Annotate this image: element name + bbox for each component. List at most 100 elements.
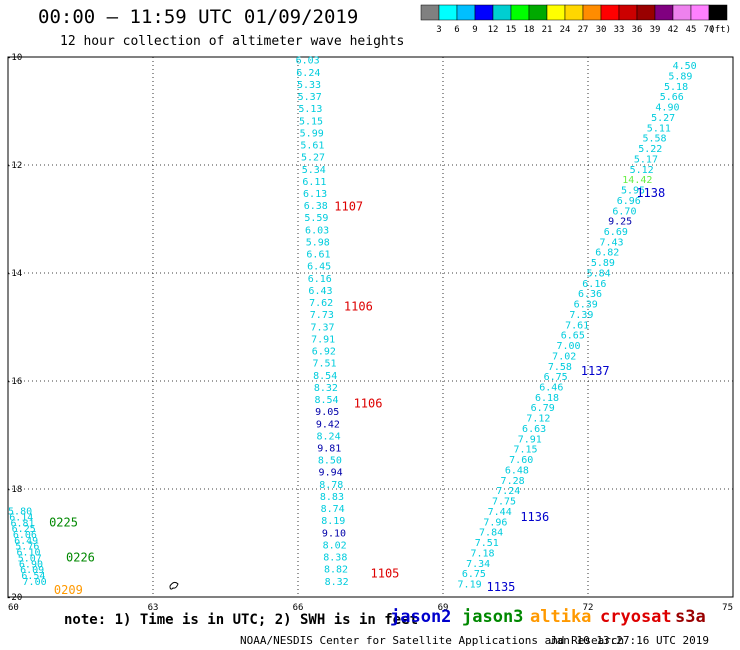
x-tick-label: 69	[438, 603, 449, 613]
swh-value: 6.43	[308, 286, 332, 297]
swh-value: 6.18	[535, 393, 559, 404]
swh-value: 5.11	[647, 123, 671, 134]
pass-label: 1105	[371, 567, 400, 581]
swh-value: 7.60	[509, 455, 533, 466]
swh-value: 5.89	[591, 258, 615, 269]
colorbar-swatch	[708, 4, 728, 21]
swh-value: 7.73	[310, 310, 334, 321]
pass-label: 0225	[49, 515, 78, 529]
swh-value: 5.15	[299, 116, 323, 127]
colorbar-label: 3	[436, 25, 441, 35]
swh-value: 9.42	[316, 419, 340, 430]
swh-value: 6.75	[544, 372, 568, 383]
swh-value: 6.70	[612, 206, 636, 217]
colorbar-label: 33	[614, 25, 625, 35]
swh-value: 7.96	[483, 517, 507, 528]
swh-value: 5.12	[630, 165, 654, 176]
swh-value: 6.06	[13, 530, 37, 541]
swh-value: 5.17	[634, 154, 658, 165]
swh-value: 5.33	[297, 80, 321, 91]
swh-value: 8.83	[320, 492, 344, 503]
swh-value: 5.22	[638, 144, 662, 155]
swh-value: 7.19	[458, 580, 482, 591]
swh-value: 7.24	[496, 486, 520, 497]
swh-value: 7.44	[488, 507, 512, 518]
colorbar-swatch	[636, 4, 656, 21]
swh-value: 6.69	[604, 227, 628, 238]
mission-jason2: jason2	[390, 607, 452, 627]
swh-value: 6.82	[595, 248, 619, 259]
swh-value: 6.96	[617, 196, 641, 207]
swh-value: 6.11	[302, 177, 326, 188]
swh-value: 7.02	[552, 351, 576, 362]
swh-value: 5.61	[300, 141, 324, 152]
map-frame	[7, 56, 734, 598]
pass-label: 1106	[344, 299, 373, 313]
swh-value: 5.80	[8, 507, 32, 518]
colorbar-swatch	[564, 4, 584, 21]
swh-value: 6.39	[574, 300, 598, 311]
x-tick-label: 66	[293, 603, 304, 613]
swh-value: 7.51	[475, 538, 499, 549]
swh-value: 6.92	[312, 347, 336, 358]
y-tick-label: -12	[6, 161, 22, 171]
colorbar-label: 15	[506, 25, 517, 35]
island-outline	[169, 581, 179, 590]
swh-value: 4.90	[655, 103, 679, 114]
swh-value: 7.28	[501, 476, 525, 487]
swh-value: 8.24	[317, 431, 341, 442]
swh-value: 6.46	[539, 383, 563, 394]
mission-cryosat: cryosat	[600, 607, 672, 627]
swh-value: 5.76	[15, 542, 39, 553]
colorbar-swatch	[528, 4, 548, 21]
y-tick-label: -10	[6, 53, 22, 63]
swh-value: 9.94	[319, 468, 343, 479]
swh-value: 7.15	[513, 445, 537, 456]
swh-value: 8.54	[313, 371, 337, 382]
colorbar-label: 27	[578, 25, 589, 35]
pass-label: 0209	[54, 583, 83, 597]
map-subtitle: 12 hour collection of altimeter wave hei…	[60, 34, 405, 49]
swh-value: 6.49	[14, 536, 38, 547]
swh-value: 5.58	[643, 134, 667, 145]
y-tick-label: -18	[6, 485, 22, 495]
pass-label: 1107	[334, 200, 363, 214]
swh-value: 5.98	[306, 237, 330, 248]
colorbar-label: 45	[686, 25, 697, 35]
swh-value: 7.18	[470, 548, 494, 559]
swh-value: 5.13	[298, 104, 322, 115]
colorbar-swatch	[618, 4, 638, 21]
swh-value: 6.90	[19, 559, 43, 570]
swh-value: 8.82	[324, 565, 348, 576]
pass-label: 1106	[354, 397, 383, 411]
swh-value: 5.07	[18, 553, 42, 564]
swh-value: 7.51	[312, 359, 336, 370]
swh-value: 8.50	[318, 456, 342, 467]
colorbar-unit: (ft)	[709, 25, 731, 35]
swh-value: 8.02	[323, 540, 347, 551]
colorbar-label: 18	[524, 25, 535, 35]
swh-value: 5.99	[300, 128, 324, 139]
swh-value: 8.32	[325, 577, 349, 588]
colorbar-swatch	[582, 4, 602, 21]
swh-value: 9.10	[322, 528, 346, 539]
pass-label: 1135	[487, 580, 516, 594]
swh-value: 6.48	[505, 465, 529, 476]
colorbar-label: 21	[542, 25, 553, 35]
swh-value: 6.16	[308, 274, 332, 285]
colorbar-label: 36	[632, 25, 643, 35]
mission-jason3: jason3	[462, 607, 524, 627]
swh-value: 5.66	[660, 92, 684, 103]
x-tick-label: 75	[722, 603, 733, 613]
swh-value: 6.45	[307, 262, 331, 273]
swh-value: 5.34	[302, 165, 326, 176]
colorbar-label: 39	[650, 25, 661, 35]
pass-label: 1137	[581, 364, 610, 378]
swh-value: 6.65	[561, 331, 585, 342]
swh-value: 5.89	[668, 71, 692, 82]
map-title: 00:00 – 11:59 UTC 01/09/2019	[38, 6, 359, 28]
swh-value: 8.78	[319, 480, 343, 491]
swh-value: 8.54	[315, 395, 339, 406]
